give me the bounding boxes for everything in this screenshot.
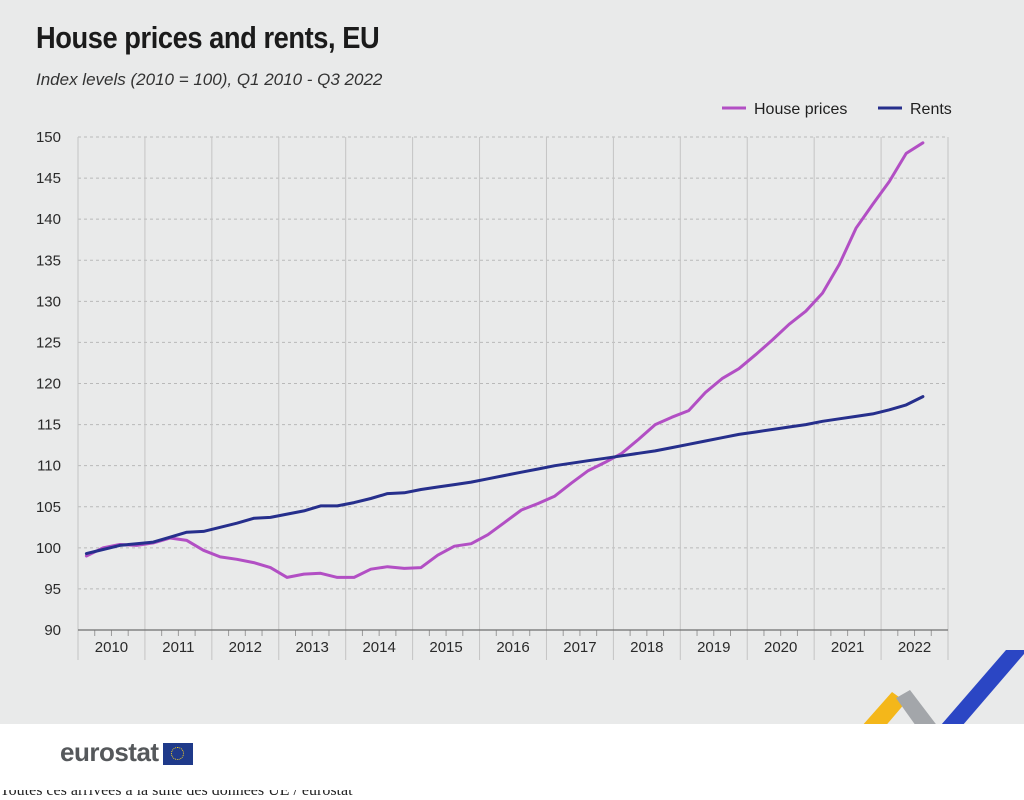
chart-subtitle: Index levels (2010 = 100), Q1 2010 - Q3 … bbox=[36, 70, 383, 89]
brand-name: eurostat bbox=[60, 737, 159, 767]
y-tick-label: 145 bbox=[36, 170, 61, 187]
y-tick-label: 135 bbox=[36, 252, 61, 269]
y-tick-label: 100 bbox=[36, 540, 61, 557]
x-tick-label: 2010 bbox=[95, 639, 128, 656]
x-tick-label: 2016 bbox=[496, 639, 529, 656]
y-tick-label: 90 bbox=[44, 622, 61, 639]
y-tick-label: 115 bbox=[37, 417, 61, 434]
x-tick-label: 2022 bbox=[898, 639, 931, 656]
x-tick-label: 2012 bbox=[229, 639, 262, 656]
eurostat-logo: eurostat bbox=[60, 737, 193, 768]
y-tick-label: 110 bbox=[37, 458, 61, 475]
legend-label: House prices bbox=[754, 101, 847, 118]
series-line-house-prices bbox=[84, 141, 925, 579]
x-tick-label: 2017 bbox=[563, 639, 596, 656]
y-tick-label: 140 bbox=[36, 211, 61, 228]
legend-label: Rents bbox=[910, 101, 952, 118]
x-tick-label: 2019 bbox=[697, 639, 730, 656]
x-tick-label: 2013 bbox=[296, 639, 329, 656]
cropped-caption: Toutes ces arrivées à la suite des donné… bbox=[0, 782, 353, 799]
y-tick-label: 105 bbox=[36, 499, 61, 516]
x-tick-label: 2014 bbox=[362, 639, 395, 656]
x-tick-label: 2011 bbox=[162, 639, 194, 656]
series-line-rents bbox=[84, 395, 925, 556]
line-chart: 90 95 100 105 110 115 120 125 130 135 140 145 150 201… bbox=[36, 101, 952, 660]
x-tick-label: 2020 bbox=[764, 639, 797, 656]
x-tick-label: 2018 bbox=[630, 639, 663, 656]
y-tick-label: 150 bbox=[36, 129, 61, 146]
y-tick-label: 120 bbox=[36, 376, 61, 393]
x-tick-label: 2021 bbox=[831, 639, 864, 656]
y-tick-label: 130 bbox=[36, 293, 61, 310]
chart-title: House prices and rents, EU bbox=[36, 20, 380, 55]
y-tick-label: 95 bbox=[44, 581, 61, 598]
y-tick-label: 125 bbox=[36, 334, 61, 351]
chart-card: House prices and rents, EU Index levels … bbox=[0, 0, 1024, 724]
footer: eurostat Toutes ces arrivées à la suite … bbox=[0, 724, 1024, 799]
x-tick-label: 2015 bbox=[429, 639, 462, 656]
eu-flag-icon bbox=[162, 742, 193, 765]
deco-blue-stripe bbox=[928, 650, 1024, 740]
